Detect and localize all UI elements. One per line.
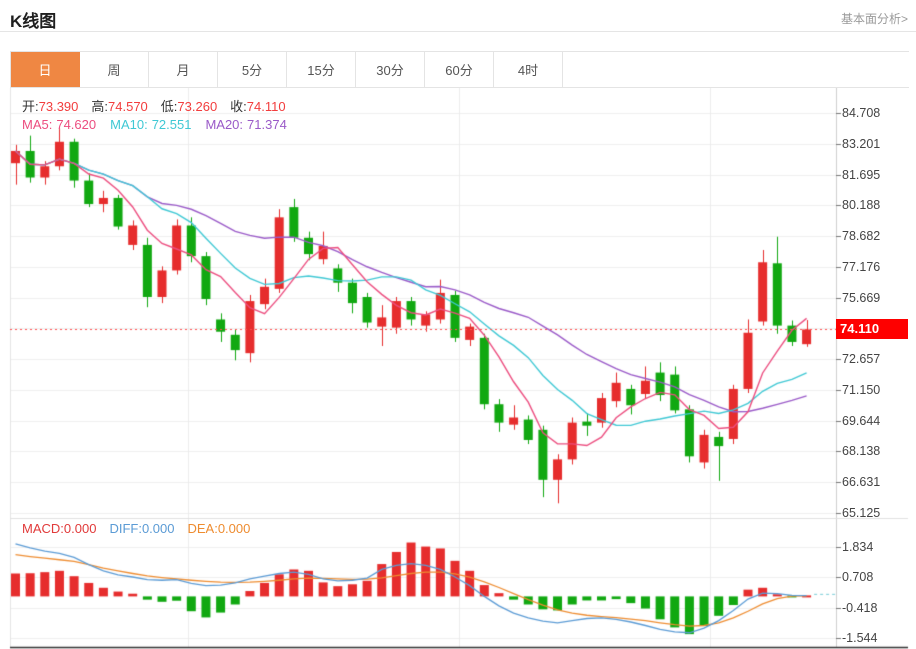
y-axis-tick: 77.176 [842, 259, 881, 274]
y-axis-tick: 83.201 [842, 136, 881, 151]
ohlc-row: 开:73.390 高:74.570 低:73.260 收:74.110 [22, 96, 299, 115]
diff-value: 0.000 [141, 521, 175, 536]
ma5-label: MA5: [22, 117, 53, 132]
macd-axis-tick: 1.834 [842, 540, 874, 554]
macd-axis-tick: -0.418 [842, 600, 878, 615]
high-label: 高: [91, 99, 109, 114]
macd-header-row: MACD:0.000 DIFF:0.000 DEA:0.000 [22, 521, 263, 536]
y-axis-tick: 68.138 [842, 444, 881, 459]
tab-月[interactable]: 月 [149, 52, 218, 87]
price-badge: 74.110 [836, 319, 908, 340]
y-axis-tick: 75.669 [842, 290, 881, 305]
fundamental-analysis-link[interactable]: 基本面分析> [840, 12, 908, 26]
page-header: K线图 基本面分析> [0, 0, 916, 32]
ma20-value: 71.374 [247, 117, 287, 132]
low-value: 73.260 [177, 99, 218, 114]
macd-axis-tick: 0.708 [842, 570, 874, 585]
macd-label: MACD: [22, 521, 64, 536]
close-label: 收: [230, 99, 247, 114]
low-label: 低: [160, 99, 178, 114]
y-axis-tick: 84.708 [842, 106, 881, 120]
high-value: 74.570 [108, 99, 148, 114]
ma-row: MA5: 74.620 MA10: 72.551 MA20: 71.374 [22, 117, 301, 132]
macd-value: 0.000 [63, 521, 97, 536]
open-label: 开: [22, 99, 39, 114]
y-axis-tick: 69.644 [842, 413, 881, 428]
dea-label: DEA: [187, 521, 218, 536]
page-title: K线图 [10, 12, 57, 31]
period-tabs: 日周月 5分 15分 30分 60分 4时 [10, 51, 909, 88]
tab-15分[interactable]: 15分 [287, 52, 356, 87]
y-axis-tick: 71.150 [842, 382, 881, 397]
y-axis-tick: 72.657 [842, 352, 881, 367]
candlestick-macd-canvas[interactable] [0, 88, 916, 649]
y-axis-tick: 81.695 [842, 167, 881, 182]
y-axis-tick: 65.125 [842, 506, 881, 520]
y-axis-tick: 80.188 [842, 198, 881, 213]
open-value: 73.390 [38, 99, 79, 114]
close-value: 74.110 [246, 99, 286, 114]
chart-area: 开:73.390 高:74.570 低:73.260 收:74.110 MA5: 74.… [0, 88, 916, 649]
ma5-value: 74.620 [56, 117, 97, 132]
tab-日[interactable]: 日 [11, 52, 80, 87]
tab-5分[interactable]: 5分 [218, 52, 287, 87]
dea-value: 0.000 [217, 521, 251, 536]
ma10-value: 72.551 [151, 117, 192, 132]
y-axis-tick: 78.682 [842, 229, 881, 244]
price-badge-value: 74.110 [840, 321, 880, 337]
macd-axis-tick: -1.544 [842, 631, 878, 645]
diff-label: DIFF: [109, 521, 142, 536]
ma10-label: MA10: [110, 117, 148, 132]
tab-30分[interactable]: 30分 [356, 52, 425, 87]
y-axis-tick: 66.631 [842, 475, 881, 490]
tab-60分[interactable]: 60分 [425, 52, 494, 87]
tab-周[interactable]: 周 [80, 52, 149, 87]
tab-4时[interactable]: 4时 [494, 52, 563, 87]
ma20-label: MA20: [205, 117, 244, 132]
